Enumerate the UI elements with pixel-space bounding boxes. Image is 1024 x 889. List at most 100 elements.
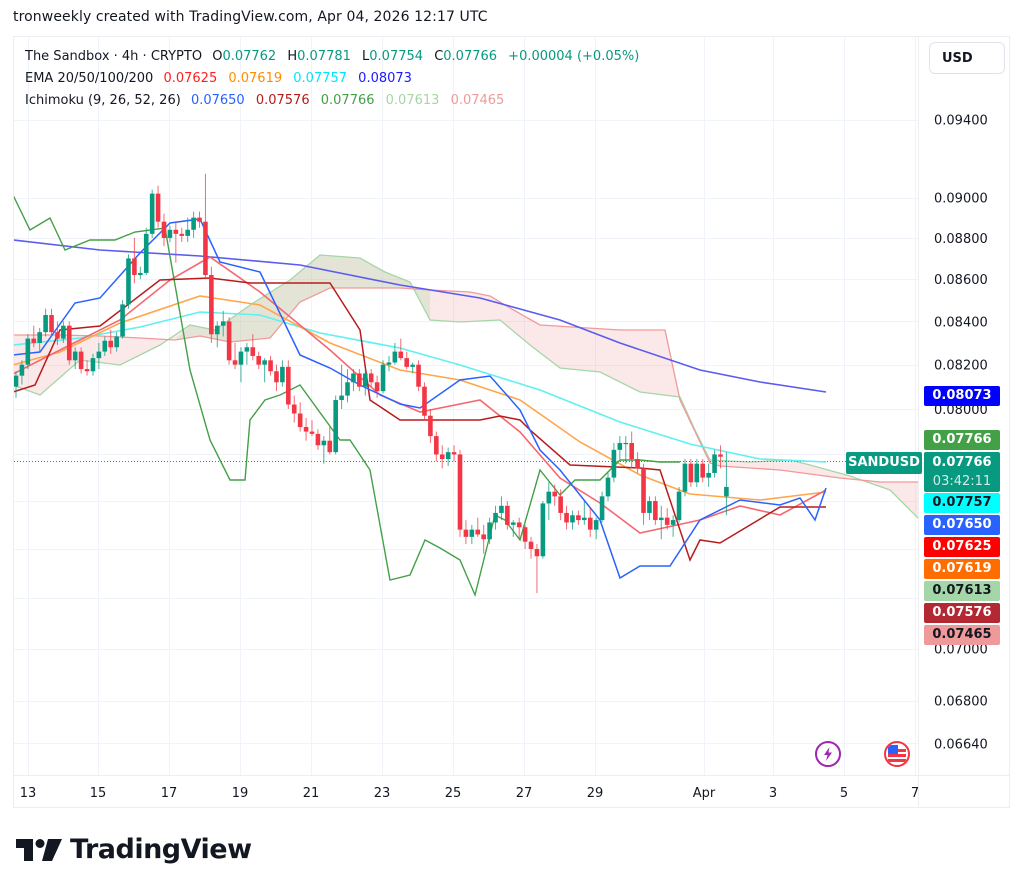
candle — [185, 229, 190, 236]
candle — [102, 340, 108, 352]
candle — [250, 347, 256, 356]
candle — [303, 427, 309, 432]
ema20-value: 0.07625 — [163, 71, 218, 86]
price-tick: 0.08200 — [934, 359, 988, 374]
candle — [451, 452, 457, 455]
candle — [232, 360, 238, 365]
candle — [155, 193, 161, 222]
time-tick: 23 — [374, 786, 391, 801]
candle — [522, 527, 528, 542]
candle — [534, 548, 540, 557]
candle — [37, 332, 42, 343]
candle — [611, 449, 617, 478]
bar-countdown: 03:42:11 — [932, 474, 992, 489]
candle — [428, 415, 433, 437]
candle — [463, 529, 469, 537]
candle — [197, 217, 202, 222]
time-tick: 7 — [911, 786, 919, 801]
candle — [333, 400, 338, 453]
candle — [138, 272, 143, 276]
currency-button[interactable]: USD — [929, 42, 1005, 74]
price-axis: 0.09400 0.09000 0.08800 0.08600 0.08400 0.082… — [934, 114, 988, 753]
candle — [593, 520, 599, 530]
candle — [327, 440, 333, 453]
candle — [220, 321, 226, 326]
candle — [481, 534, 486, 540]
tradingview-logo-icon — [16, 838, 62, 861]
candle — [641, 468, 646, 513]
price-tick: 0.06640 — [934, 737, 988, 752]
candle — [664, 517, 670, 525]
candle — [410, 364, 415, 367]
us-flag-event-icon[interactable] — [884, 741, 910, 767]
candle — [161, 221, 167, 238]
tradingview-logo[interactable]: TradingView — [16, 834, 252, 865]
candle — [653, 501, 658, 521]
candle — [570, 515, 575, 523]
close-label: C — [434, 49, 444, 64]
ema-label: EMA 20/50/100/200 — [25, 71, 154, 86]
candle — [623, 442, 629, 445]
candle — [688, 463, 694, 483]
candle — [647, 501, 652, 513]
candle — [546, 491, 552, 504]
high-label: H — [287, 49, 298, 64]
price-tag: 0.07650 — [924, 515, 1000, 535]
candle — [404, 358, 410, 367]
price-tag: 0.07576 — [924, 603, 1000, 623]
brand-name: TradingView — [70, 834, 252, 865]
candle — [617, 442, 623, 450]
lightning-event-icon[interactable] — [815, 741, 841, 767]
symbol-legend-row[interactable]: The Sandbox · 4h · CRYPTO O0.07762 H0.07… — [25, 46, 646, 68]
candle — [724, 486, 729, 497]
candle — [434, 436, 439, 455]
time-tick: 15 — [90, 786, 107, 801]
candle — [309, 431, 315, 434]
time-tick: 21 — [303, 786, 320, 801]
candle — [14, 375, 19, 387]
candle — [84, 369, 90, 372]
price-tag: 0.07625 — [924, 537, 1000, 557]
price-tag: 0.08073 — [924, 386, 1000, 406]
grid — [14, 37, 918, 775]
span-b-value: 0.07465 — [450, 93, 505, 108]
senkou-b-line — [14, 287, 918, 483]
tenkan-value: 0.07650 — [190, 93, 245, 108]
ema-legend-row[interactable]: EMA 20/50/100/200 0.07625 0.07619 0.0775… — [25, 68, 646, 90]
open-value: 0.07762 — [222, 49, 277, 64]
candle — [132, 258, 137, 276]
candle — [528, 541, 534, 549]
candle — [43, 315, 48, 333]
candle — [676, 491, 682, 521]
ema100-value: 0.07757 — [293, 71, 348, 86]
price-tick: 0.08000 — [934, 403, 988, 418]
price-tick: 0.08400 — [934, 315, 988, 330]
candle — [576, 515, 581, 521]
candle — [386, 362, 392, 365]
chikou-line — [14, 195, 680, 598]
ichimoku-legend-row[interactable]: Ichimoku (9, 26, 52, 26) 0.07650 0.07576… — [25, 90, 646, 112]
chart-legend: The Sandbox · 4h · CRYPTO O0.07762 H0.07… — [25, 46, 646, 112]
candle — [599, 496, 605, 521]
candle — [274, 371, 279, 383]
candle — [78, 351, 84, 370]
candle — [469, 529, 475, 537]
senkou-a-line — [14, 254, 918, 519]
price-tick: 0.09000 — [934, 192, 988, 207]
time-tick: 5 — [840, 786, 848, 801]
ema50-value: 0.07619 — [228, 71, 283, 86]
svg-text:0.07000: 0.07000 — [934, 643, 988, 658]
candle — [262, 360, 267, 365]
candle — [321, 440, 327, 446]
time-axis: 13 15 17 19 21 23 25 27 29 Apr 3 5 7 — [20, 786, 919, 801]
candle — [380, 364, 386, 392]
time-tick: 29 — [587, 786, 604, 801]
candle — [31, 338, 37, 343]
candle — [499, 505, 504, 513]
candle — [226, 321, 232, 361]
candle — [286, 366, 291, 405]
candle — [510, 522, 516, 525]
ema50-line — [14, 295, 827, 501]
candle — [351, 373, 356, 383]
